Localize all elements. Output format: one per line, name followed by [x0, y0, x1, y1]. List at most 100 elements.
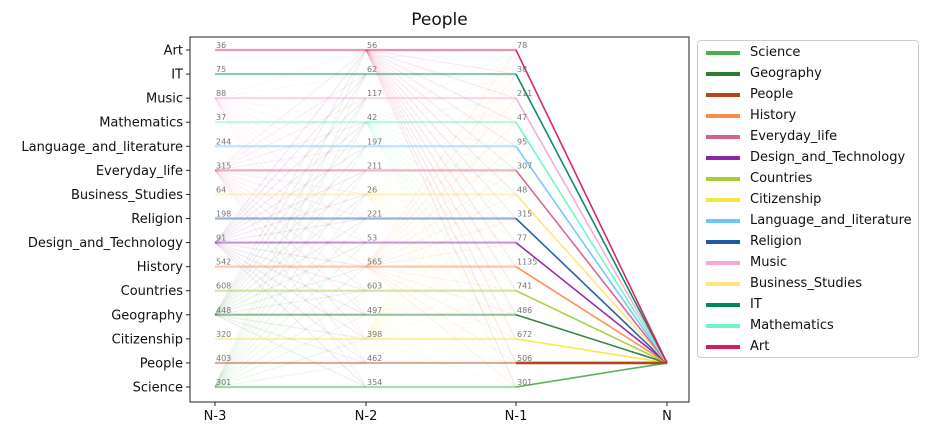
legend-label: Design_and_Technology	[750, 150, 906, 165]
count-label: 78	[517, 41, 527, 50]
count-label: 53	[367, 234, 377, 243]
legend-label: Language_and_literature	[750, 213, 912, 228]
count-label: 497	[367, 306, 382, 315]
series-line-to-target	[515, 193, 668, 364]
transition-line	[365, 121, 517, 244]
transition-line	[214, 242, 367, 388]
transition-line	[365, 194, 517, 364]
transition-line	[365, 49, 517, 340]
transition-line	[214, 97, 367, 123]
legend-label: Countries	[750, 171, 813, 186]
transition-line	[214, 242, 367, 388]
transition-line	[365, 49, 517, 171]
y-tick-label: Citizenship	[112, 332, 183, 347]
y-tick-label: History	[137, 260, 184, 275]
transition-line	[214, 170, 367, 388]
transition-line	[365, 194, 517, 388]
transition-line	[365, 266, 517, 388]
transition-line	[365, 217, 517, 268]
transition-line	[214, 97, 367, 316]
transition-line	[365, 241, 517, 268]
count-label: 320	[216, 330, 231, 339]
y-tick-label: IT	[171, 68, 183, 83]
count-label: 77	[517, 234, 527, 243]
transition-line	[214, 97, 367, 244]
count-label: 506	[517, 354, 532, 363]
transition-line	[214, 314, 367, 340]
transition-line	[365, 49, 517, 99]
count-label: 307	[517, 161, 532, 170]
transition-line	[365, 193, 517, 316]
transition-line	[214, 169, 367, 220]
transition-line	[365, 49, 517, 364]
series-line-to-target	[515, 169, 668, 364]
transition-line	[365, 49, 517, 388]
transition-line	[214, 314, 367, 364]
transition-line	[214, 314, 367, 388]
legend-item: Citizenship	[706, 189, 821, 210]
transition-line	[214, 169, 367, 244]
legend-item: Geography	[706, 63, 822, 84]
series-line-to-target	[515, 289, 668, 364]
transition-line	[365, 49, 517, 219]
transition-line	[214, 97, 367, 195]
transition-line	[365, 266, 517, 340]
legend-swatch	[706, 50, 740, 55]
transition-line	[214, 97, 367, 388]
transition-line	[214, 73, 367, 243]
transition-line	[214, 145, 367, 244]
transition-line	[365, 121, 517, 147]
transition-line	[214, 73, 367, 99]
series-line-to-target	[515, 362, 668, 388]
transition-line	[214, 121, 367, 244]
legend-label: History	[750, 108, 797, 123]
count-label: 462	[367, 354, 382, 363]
legend-item: Music	[706, 252, 787, 273]
transition-line	[365, 193, 517, 340]
background-transitions	[214, 49, 517, 388]
legend-item: Language_and_literature	[706, 210, 912, 231]
count-label: 38	[517, 65, 527, 74]
count-label: 244	[216, 137, 231, 146]
legend-item: Everyday_life	[706, 126, 837, 147]
legend-swatch	[706, 218, 740, 223]
legend-item: Religion	[706, 231, 802, 252]
series-line-to-target	[515, 121, 668, 364]
transition-line	[214, 218, 367, 388]
legend-swatch	[706, 134, 740, 139]
transition-line	[365, 193, 517, 268]
transition-line	[214, 49, 367, 99]
transition-line	[365, 314, 517, 340]
transition-line	[365, 193, 517, 244]
transition-line	[365, 49, 517, 292]
transition-line	[214, 73, 367, 388]
count-label: 37	[216, 113, 226, 122]
transition-line	[214, 217, 367, 316]
transition-line	[365, 121, 517, 364]
transition-line	[214, 97, 367, 268]
legend-item: Countries	[706, 168, 812, 189]
legend-item: Science	[706, 42, 800, 63]
flow-lines	[215, 48, 668, 389]
transition-line	[214, 97, 367, 316]
x-tick-label: N	[662, 409, 672, 424]
transition-line	[365, 121, 517, 171]
transition-line	[365, 97, 517, 340]
transition-line	[365, 218, 517, 340]
transition-line	[214, 97, 367, 219]
transition-line	[365, 97, 517, 195]
y-tick-label: Business_Studies	[71, 188, 183, 203]
legend-label: Business_Studies	[750, 276, 863, 291]
transition-line	[214, 169, 367, 364]
transition-line	[214, 97, 367, 244]
transition-line	[365, 73, 517, 123]
count-label: 26	[367, 185, 377, 194]
series-line-to-target	[515, 145, 668, 364]
legend-label: IT	[750, 297, 762, 312]
legend-swatch	[706, 71, 740, 76]
count-label: 301	[517, 378, 532, 387]
count-labels: 301 403 320 448 608 542 91 198 64 315 244 37 88 75 36 3…	[216, 41, 537, 387]
legend-label: Everyday_life	[750, 129, 838, 144]
legend-swatch	[706, 239, 740, 244]
transition-line	[214, 169, 367, 244]
